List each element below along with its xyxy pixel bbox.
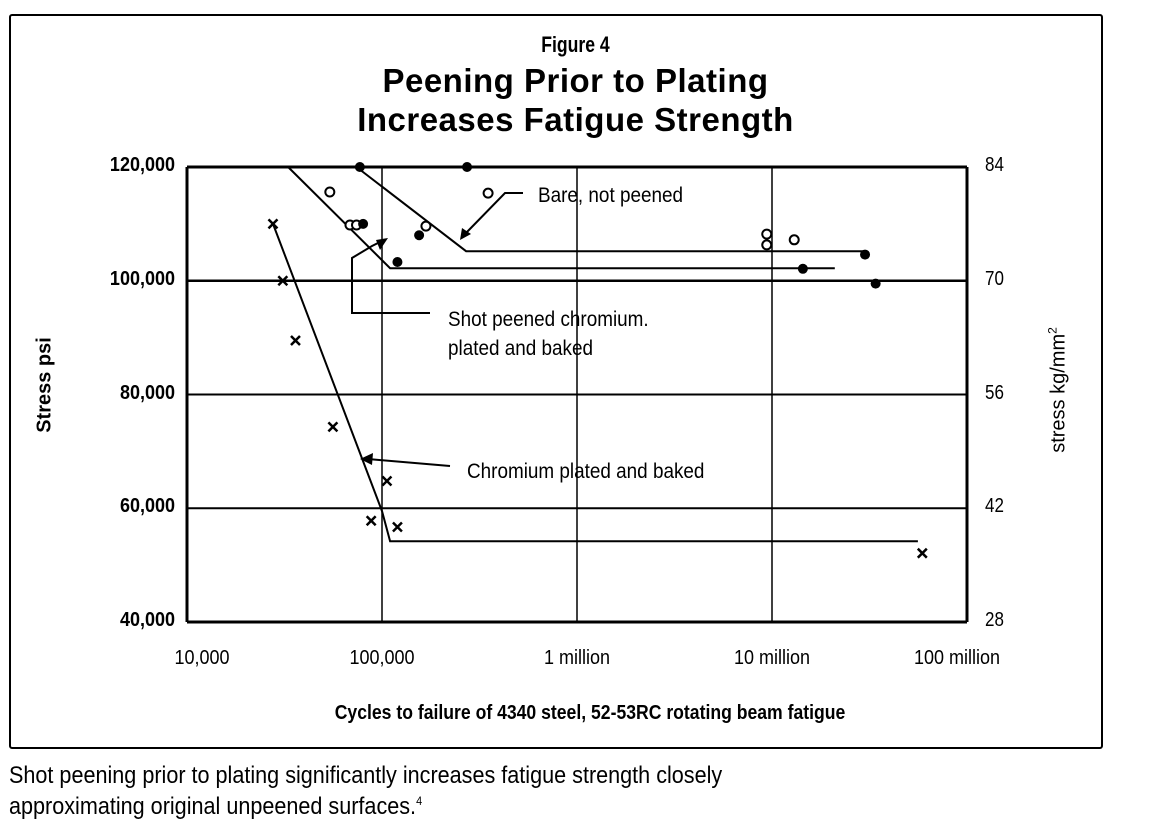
fit-line-series-2 xyxy=(272,223,918,543)
annotation-leader-chromium xyxy=(367,458,451,467)
y-axis-label-left: Stress psi xyxy=(33,337,56,433)
data-point-filled-circle xyxy=(860,249,871,260)
data-point-x xyxy=(916,547,928,559)
y-tick-label-left: 40,000 xyxy=(119,609,175,631)
data-point-open-circle xyxy=(788,234,800,246)
fit-line-series-0 xyxy=(355,166,865,253)
data-point-filled-circle xyxy=(354,162,365,172)
chart-title-line2: Increases Fatigue Strength xyxy=(357,101,794,138)
data-point-x xyxy=(327,421,339,433)
y-axis-label-right: stress kg/mm2 xyxy=(1046,327,1071,453)
arrowhead-icon xyxy=(360,453,373,465)
fit-line-series-1 xyxy=(287,166,835,270)
x-stroke xyxy=(916,547,928,559)
data-point-open-circle xyxy=(761,239,773,251)
x-tick-label: 1 million xyxy=(543,647,611,669)
y-tick-label-left: 120,000 xyxy=(109,154,175,176)
x-stroke xyxy=(267,218,279,230)
y-tick-label-left: 80,000 xyxy=(119,381,175,404)
y-tick-label-left: 100,000 xyxy=(109,267,175,290)
grid-lines xyxy=(185,165,969,624)
y-tick-label-right: 28 xyxy=(985,609,1004,631)
data-point-x xyxy=(392,521,403,533)
data-point-x xyxy=(267,218,279,230)
x-tick-label: 10 million xyxy=(733,647,811,669)
fit-lines xyxy=(272,166,918,543)
data-point-open-circle xyxy=(761,228,773,240)
annotation-shot-peened-line2: plated and baked xyxy=(448,337,594,360)
x-axis-label: Cycles to failure of 4340 steel, 52-53RC… xyxy=(334,702,846,724)
x-stroke xyxy=(365,515,377,527)
data-point-x xyxy=(365,515,377,527)
data-point-open-circle xyxy=(324,186,336,198)
annotation-leaders xyxy=(351,192,523,467)
y-tick-label-right: 70 xyxy=(985,267,1004,290)
y-tick-label-right: 84 xyxy=(985,154,1004,176)
x-stroke xyxy=(290,335,301,346)
chart-title-line1: Peening Prior to Plating xyxy=(382,62,769,99)
y-tick-label-right: 56 xyxy=(985,381,1004,404)
arrowhead-icon xyxy=(376,238,388,250)
data-point-filled-circle xyxy=(797,263,808,274)
data-point-x xyxy=(290,335,301,346)
data-point-filled-circle xyxy=(358,218,369,229)
footnote-ref: 4 xyxy=(416,794,423,808)
annotation-chromium: Chromium plated and baked xyxy=(467,460,705,483)
data-point-open-circle xyxy=(420,220,432,232)
data-point-filled-circle xyxy=(462,162,473,172)
annotation-leader-bare xyxy=(465,192,523,234)
x-stroke xyxy=(381,475,393,487)
arrowhead-icon xyxy=(460,228,471,240)
x-stroke xyxy=(277,275,289,287)
data-point-filled-circle xyxy=(392,256,403,267)
data-point-x xyxy=(277,275,289,287)
caption-line2: approximating original unpeened surfaces… xyxy=(9,793,422,821)
x-tick-label: 100 million xyxy=(913,647,1001,669)
y-axis-label-right-sup: 2 xyxy=(1045,327,1060,334)
y-tick-label-left: 60,000 xyxy=(119,495,175,518)
caption-line1: Shot peening prior to plating significan… xyxy=(9,762,723,789)
x-tick-label: 100,000 xyxy=(349,647,415,669)
data-point-filled-circle xyxy=(870,278,881,289)
data-point-x xyxy=(381,475,393,487)
annotation-shot-peened-line1: Shot peened chromium. xyxy=(448,308,649,331)
data-point-filled-circle xyxy=(414,230,425,241)
caption-line2-text: approximating original unpeened surfaces… xyxy=(9,793,417,820)
annotation-bare: Bare, not peened xyxy=(538,184,684,207)
y-axis-label-right-text: stress kg/mm xyxy=(1047,333,1070,453)
annotation-leader-shot-peened xyxy=(351,239,430,314)
y-tick-label-right: 42 xyxy=(985,495,1004,518)
data-point-open-circle xyxy=(482,187,494,199)
x-stroke xyxy=(327,421,339,433)
x-tick-label: 10,000 xyxy=(174,647,230,669)
data-points xyxy=(267,162,928,559)
figure-number: Figure 4 xyxy=(541,32,610,57)
figure-frame xyxy=(9,14,1103,749)
x-stroke xyxy=(392,521,403,533)
